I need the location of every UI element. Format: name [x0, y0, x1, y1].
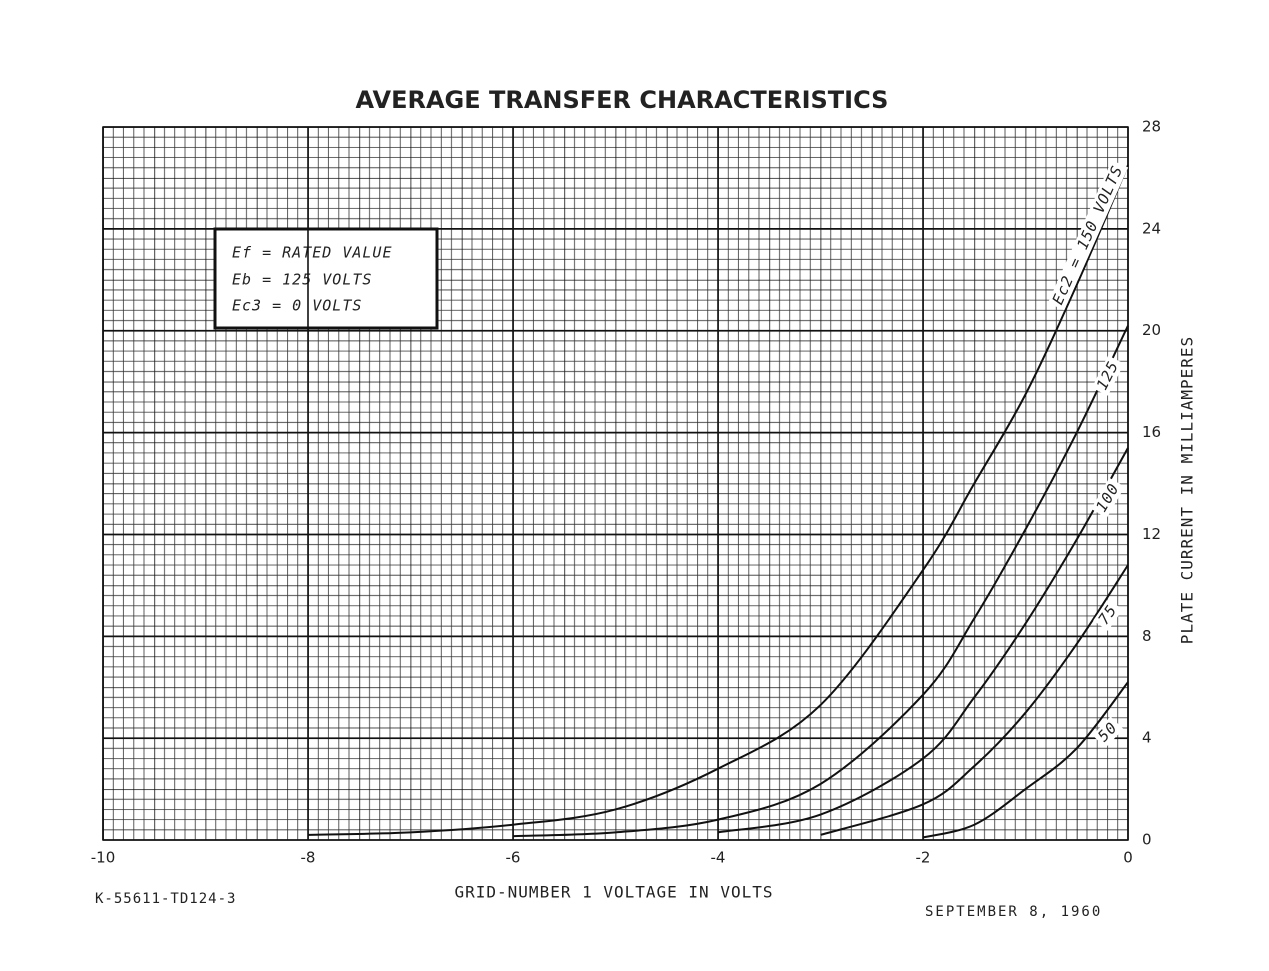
y-tick-label: 16 [1142, 423, 1161, 441]
y-tick-label: 20 [1142, 321, 1161, 339]
x-tick-label: -10 [91, 849, 116, 867]
annotation-box [213, 227, 439, 330]
x-tick-label: -6 [506, 849, 521, 867]
x-tick-label: 0 [1123, 849, 1133, 867]
label-background [1093, 599, 1123, 631]
x-axis-label: GRID-NUMBER 1 VOLTAGE IN VOLTS [455, 883, 774, 902]
x-tick-label: -2 [916, 849, 931, 867]
line [922, 681, 1129, 839]
y-tick-label: 28 [1142, 118, 1161, 136]
annotation: Ec3 = 0 VOLTS [232, 297, 362, 315]
x-tick-label: -4 [711, 849, 726, 867]
chart-title: AVERAGE TRANSFER CHARACTERISTICS [356, 86, 889, 114]
line [512, 325, 1129, 838]
line [820, 564, 1129, 836]
label-background [1091, 477, 1125, 518]
y-tick-label: 4 [1142, 729, 1152, 747]
line [307, 164, 1129, 836]
y-tick-label: 8 [1142, 627, 1152, 645]
annotation: Ef = RATED VALUE [232, 244, 393, 262]
annotation: Eb = 125 VOLTS [232, 271, 372, 289]
line [717, 447, 1129, 834]
footer-right: SEPTEMBER 8, 1960 [925, 904, 1102, 920]
x-tick-label: -8 [301, 849, 316, 867]
label-background [1092, 716, 1124, 748]
label-background [1047, 160, 1129, 311]
label-background [1091, 355, 1125, 396]
y-tick-label: 24 [1142, 219, 1161, 237]
footer-left: K-55611-TD124-3 [95, 891, 236, 907]
y-tick-label: 0 [1142, 831, 1152, 849]
y-axis-label: PLATE CURRENT IN MILLIAMPERES [1178, 336, 1197, 644]
y-tick-label: 12 [1142, 525, 1161, 543]
